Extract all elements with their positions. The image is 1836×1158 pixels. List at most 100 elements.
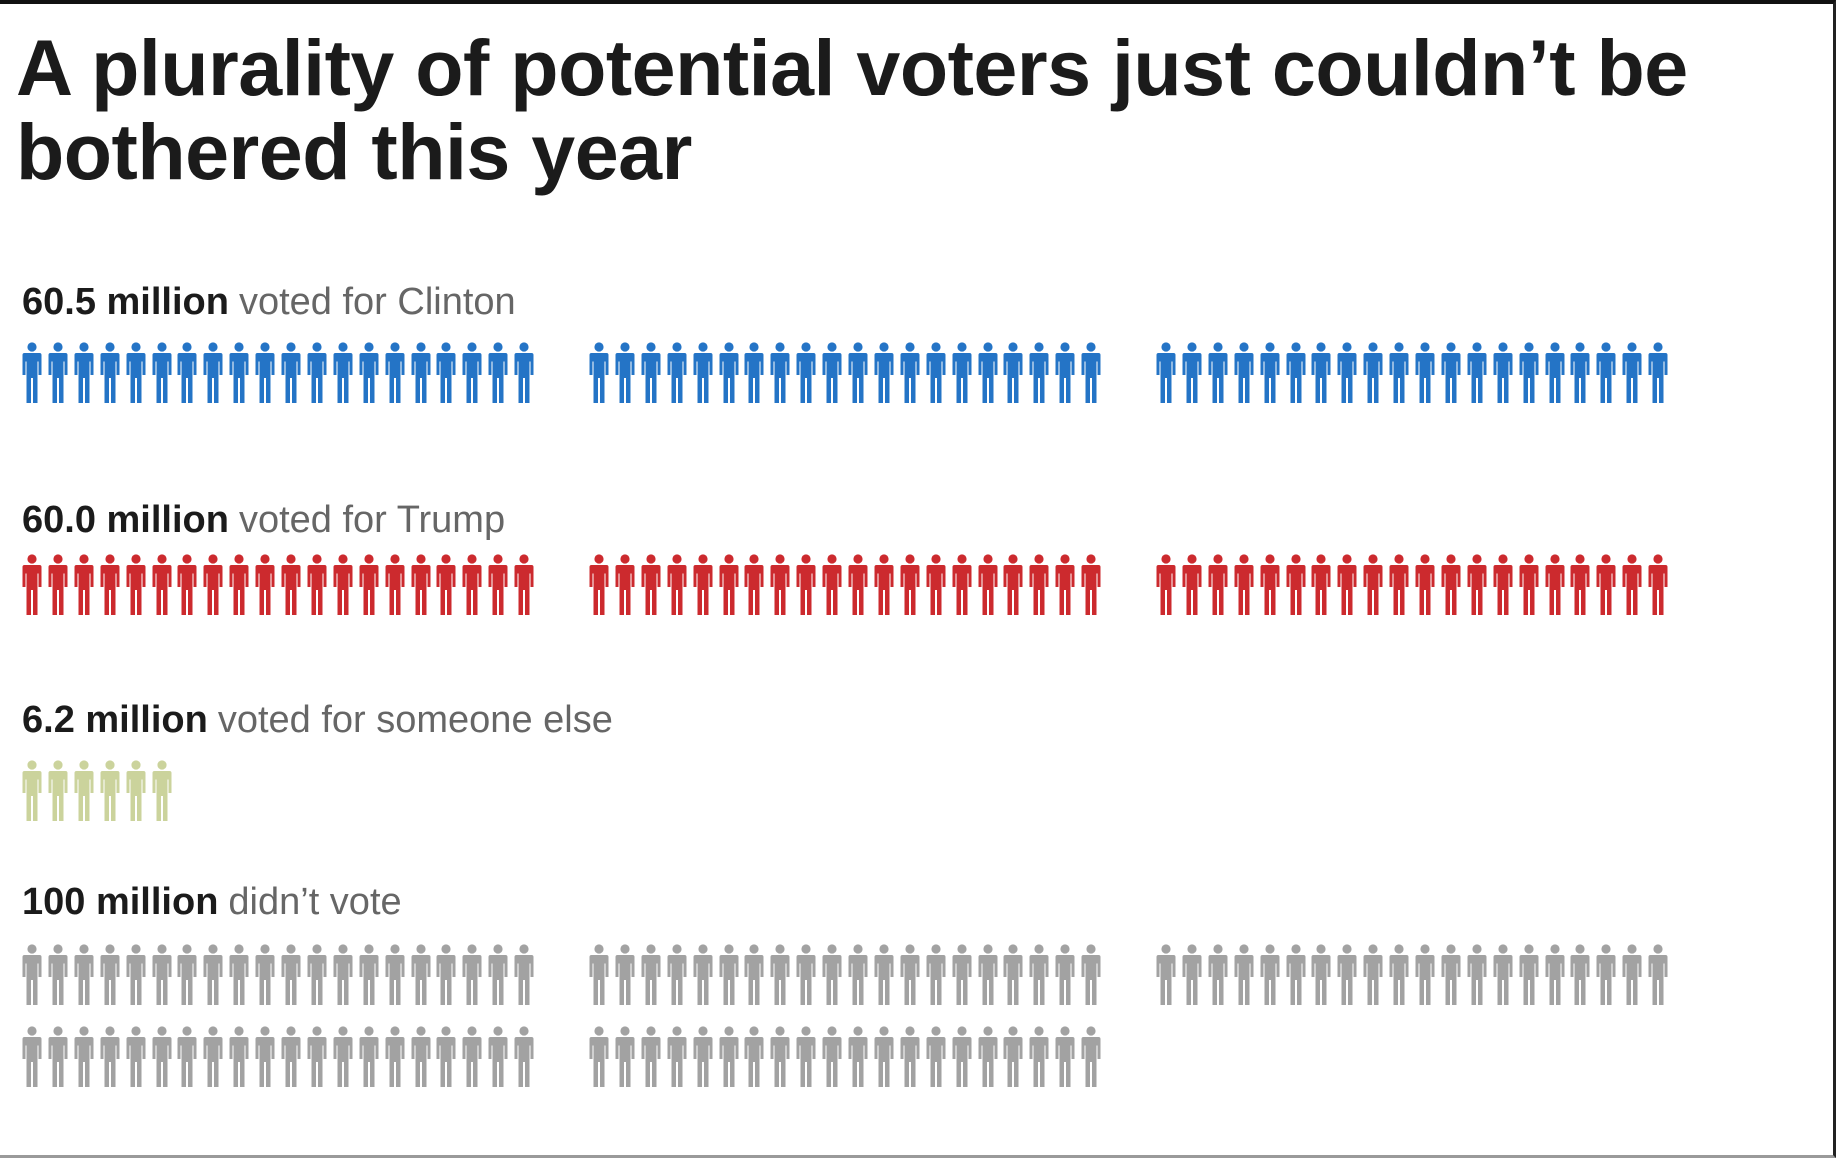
person-icon	[1029, 342, 1049, 403]
clinton-label: 60.5 million voted for Clinton	[22, 280, 516, 324]
person-icon	[1467, 342, 1487, 403]
person-icon	[719, 944, 738, 1005]
person-icon	[1234, 342, 1254, 403]
person-icon	[1493, 554, 1513, 615]
person-icon	[952, 1026, 972, 1087]
person-icon	[203, 944, 223, 1005]
person-icon	[1156, 342, 1176, 403]
person-icon	[385, 944, 405, 1005]
person-icon	[307, 342, 327, 403]
person-icon	[615, 342, 635, 403]
person-icon	[1055, 554, 1075, 615]
clinton-desc: voted for Clinton	[238, 281, 516, 323]
person-icon	[1570, 342, 1590, 403]
person-icon	[1003, 1026, 1023, 1087]
person-icon	[589, 1026, 609, 1087]
person-icon	[1081, 342, 1101, 403]
person-icon	[100, 944, 120, 1005]
person-icon	[1208, 342, 1228, 403]
nonvoter-amount: 100 million	[22, 881, 219, 923]
person-icon	[926, 554, 946, 615]
person-icon	[229, 342, 249, 403]
nonvoter-desc: didn’t vote	[228, 881, 402, 923]
person-icon	[1622, 342, 1642, 403]
person-icon	[770, 554, 790, 615]
person-icon	[1234, 554, 1254, 615]
person-icon	[641, 342, 661, 403]
person-icon	[719, 554, 738, 615]
person-icon	[1519, 554, 1539, 615]
person-icon	[1081, 554, 1101, 615]
person-icon	[900, 554, 920, 615]
person-icon	[874, 1026, 894, 1087]
person-icon	[333, 342, 353, 403]
person-icon	[48, 944, 68, 1005]
person-icon	[436, 342, 456, 403]
person-icon	[641, 1026, 661, 1087]
person-icon	[436, 944, 456, 1005]
person-icon	[411, 944, 430, 1005]
person-icon	[589, 944, 609, 1005]
person-icon	[411, 342, 430, 403]
person-icon	[1208, 554, 1228, 615]
person-icon	[1156, 944, 1176, 1005]
person-icon	[667, 554, 687, 615]
person-icon	[1363, 554, 1383, 615]
person-icon	[152, 760, 171, 821]
person-icon	[411, 554, 430, 615]
person-icon	[462, 554, 482, 615]
person-icon	[359, 342, 379, 403]
person-icon	[488, 342, 508, 403]
person-icon	[900, 944, 920, 1005]
person-icon	[488, 554, 508, 615]
person-icon	[177, 554, 197, 615]
person-icon	[744, 944, 764, 1005]
someone-else-icons	[22, 760, 1722, 830]
person-icon	[952, 342, 972, 403]
person-icon	[74, 554, 94, 615]
person-icon	[462, 342, 482, 403]
someone-else-amount: 6.2 million	[22, 699, 208, 741]
person-icon	[952, 554, 972, 615]
person-icon	[514, 944, 534, 1005]
person-icon	[796, 1026, 816, 1087]
person-icon	[22, 1026, 42, 1087]
person-icon	[126, 760, 146, 821]
person-icon	[229, 554, 249, 615]
person-icon	[1055, 342, 1075, 403]
person-icon	[1182, 342, 1202, 403]
person-icon	[796, 342, 816, 403]
person-icon	[1156, 554, 1176, 615]
person-icon	[1389, 342, 1409, 403]
trump-label: 60.0 million voted for Trump	[22, 498, 505, 542]
person-icon	[1389, 944, 1409, 1005]
person-icon	[615, 944, 635, 1005]
person-icon	[848, 554, 868, 615]
person-icon	[100, 342, 120, 403]
person-icon	[1208, 944, 1228, 1005]
person-icon	[462, 944, 482, 1005]
person-icon	[22, 342, 42, 403]
person-icon	[589, 554, 609, 615]
person-icon	[1182, 554, 1202, 615]
person-icon	[1003, 554, 1023, 615]
person-icon	[229, 1026, 249, 1087]
person-icon	[255, 554, 275, 615]
person-icon	[385, 1026, 405, 1087]
person-icon	[796, 944, 816, 1005]
person-icon	[152, 342, 171, 403]
person-icon	[1311, 944, 1331, 1005]
person-icon	[281, 1026, 301, 1087]
person-icon	[436, 554, 456, 615]
person-icon	[152, 1026, 171, 1087]
person-icon	[1260, 554, 1280, 615]
person-icon	[822, 1026, 842, 1087]
person-icon	[770, 342, 790, 403]
person-icon	[615, 1026, 635, 1087]
person-icon	[667, 944, 687, 1005]
person-icon	[926, 1026, 946, 1087]
person-icon	[22, 554, 42, 615]
person-icon	[488, 944, 508, 1005]
person-icon	[126, 554, 146, 615]
